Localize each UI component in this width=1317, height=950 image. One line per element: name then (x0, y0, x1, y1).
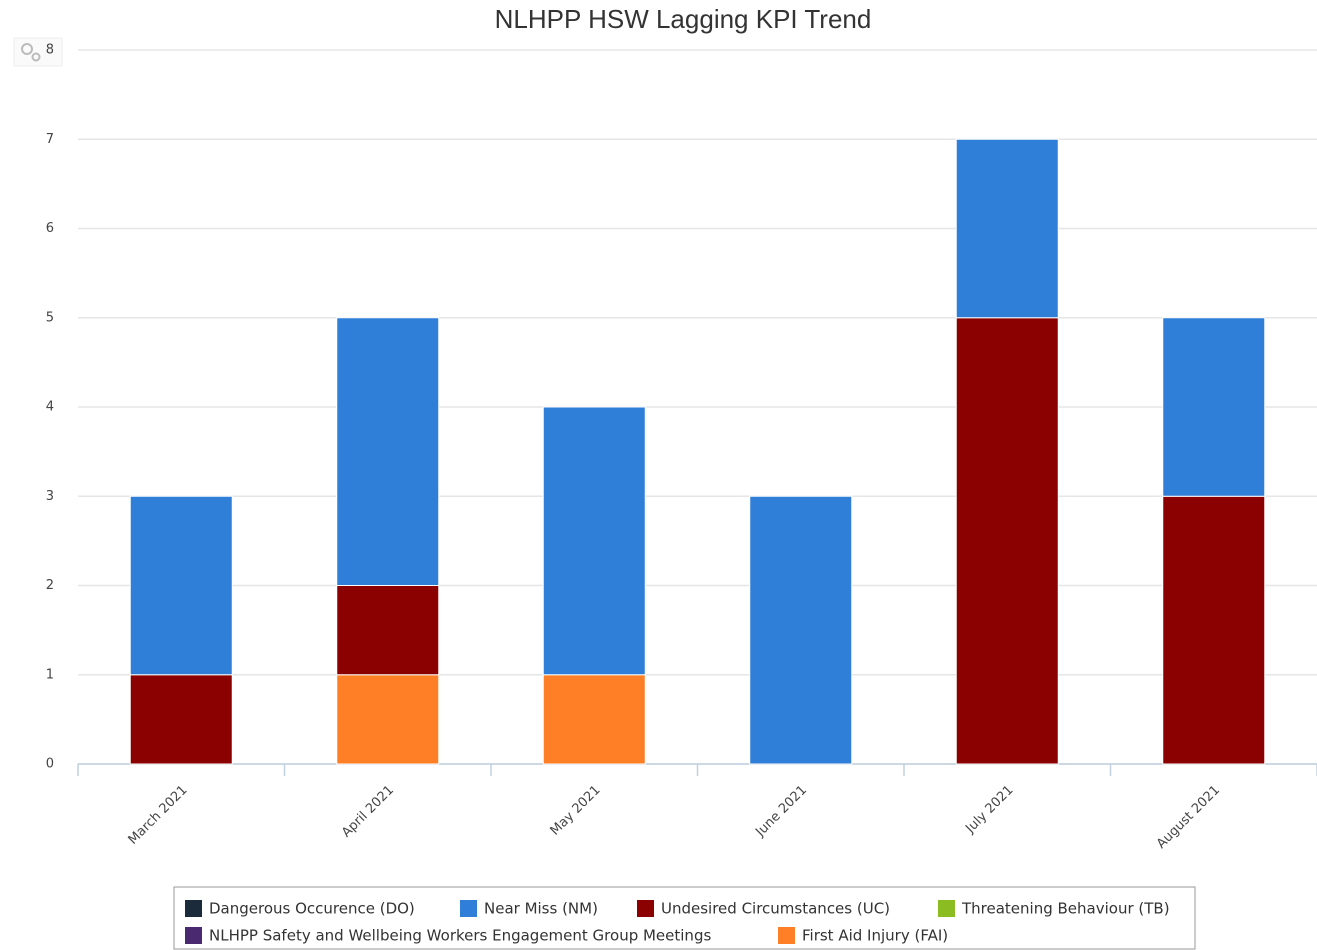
legend-label: Dangerous Occurence (DO) (209, 900, 415, 918)
bar-segment (955, 138, 1059, 319)
x-tick-label: August 2021 (1154, 783, 1223, 852)
y-tick-label: 6 (46, 221, 54, 236)
legend-swatch (938, 900, 955, 917)
y-tick-label: 7 (46, 132, 54, 147)
bar-segment (1162, 495, 1266, 765)
y-tick-label: 2 (46, 578, 54, 593)
x-tick-label: June 2021 (752, 783, 810, 841)
chart-title: NLHPP HSW Lagging KPI Trend (495, 4, 872, 34)
y-tick-label: 5 (46, 310, 54, 325)
bar-segment (336, 585, 440, 676)
legend-label: First Aid Injury (FAI) (802, 927, 948, 945)
bar-segment (542, 406, 646, 676)
bar-segment (749, 495, 853, 765)
x-tick-label: April 2021 (339, 783, 397, 841)
bar-segment (1162, 317, 1266, 497)
legend-label: Threatening Behaviour (TB) (961, 900, 1170, 918)
y-tick-label: 4 (46, 400, 54, 415)
y-tick-label: 1 (46, 667, 54, 682)
legend-swatch (460, 900, 477, 917)
bar-segment (955, 317, 1059, 765)
legend-item[interactable]: Near Miss (NM) (460, 900, 598, 918)
legend-item[interactable]: Undesired Circumstances (UC) (637, 900, 890, 918)
bar-segment (542, 674, 646, 765)
legend-swatch (778, 927, 795, 944)
x-tick-label: March 2021 (126, 783, 191, 848)
legend-item[interactable]: NLHPP Safety and Wellbeing Workers Engag… (185, 927, 711, 945)
legend-label: Near Miss (NM) (484, 900, 598, 918)
legend-label: NLHPP Safety and Wellbeing Workers Engag… (209, 927, 711, 945)
settings-icon[interactable] (13, 37, 63, 67)
legend-item[interactable]: Dangerous Occurence (DO) (185, 900, 415, 918)
y-tick-label: 3 (46, 489, 54, 504)
legend-label: Undesired Circumstances (UC) (661, 900, 890, 918)
legend-box (173, 886, 1196, 950)
legend-item[interactable]: Threatening Behaviour (TB) (938, 900, 1170, 918)
bar-segment (129, 674, 233, 765)
x-tick-label: July 2021 (962, 783, 1016, 837)
bar-segment (336, 674, 440, 765)
legend-swatch (637, 900, 654, 917)
bar-segment (129, 495, 233, 676)
legend-swatch (185, 900, 202, 917)
x-tick-label: May 2021 (548, 783, 604, 839)
y-tick-label: 8 (46, 43, 54, 58)
bar-segment (336, 317, 440, 586)
y-tick-label: 0 (46, 757, 54, 772)
legend-item[interactable]: First Aid Injury (FAI) (778, 927, 948, 945)
legend-swatch (185, 927, 202, 944)
